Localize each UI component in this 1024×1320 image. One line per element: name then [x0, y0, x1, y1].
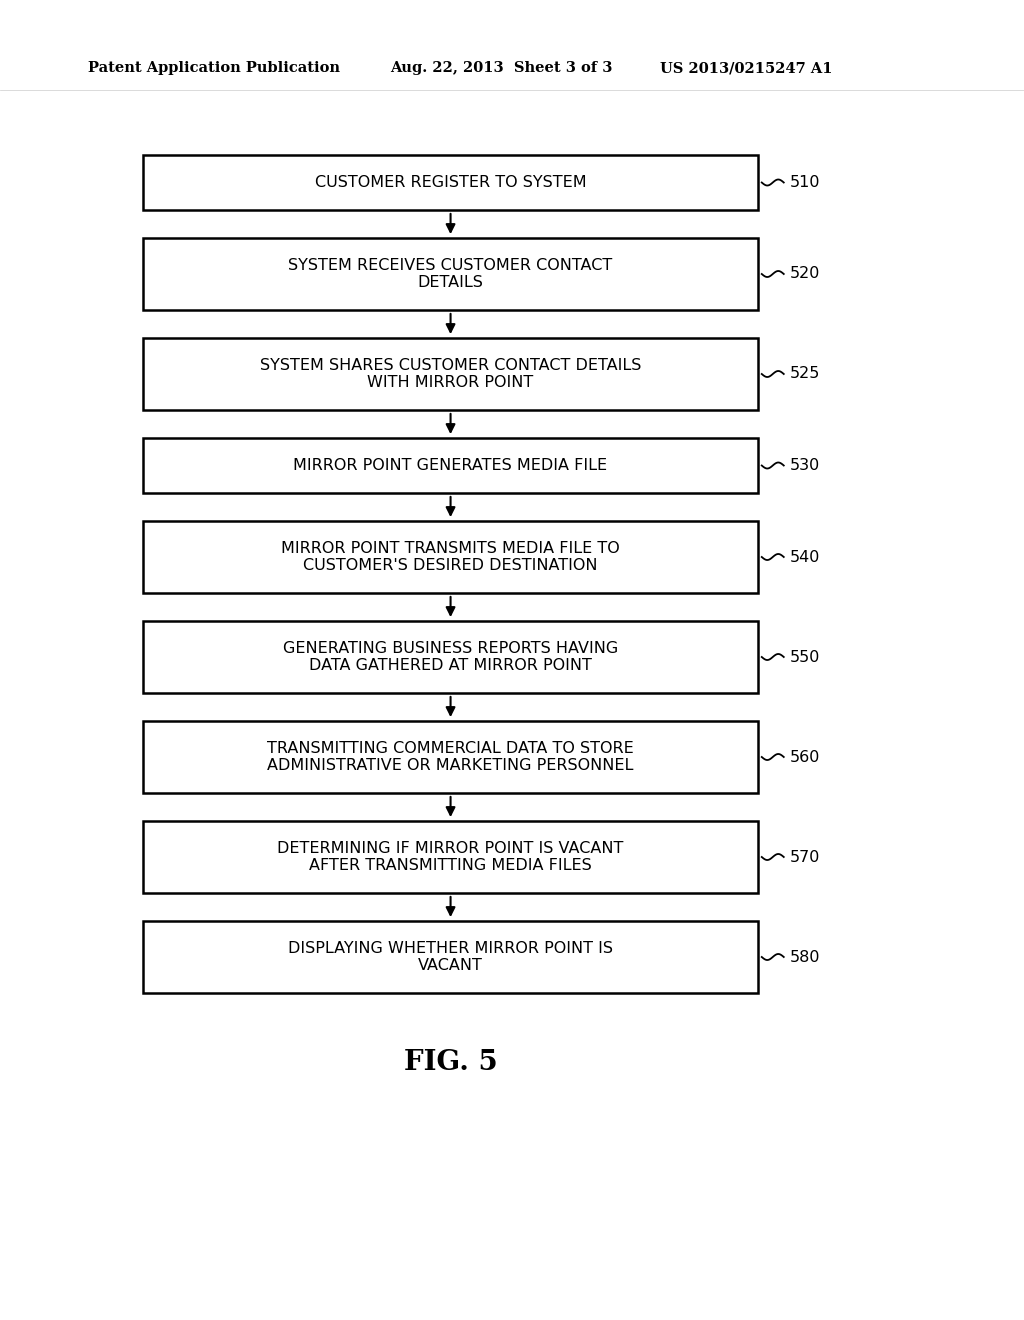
Text: 550: 550: [790, 649, 820, 664]
Text: 520: 520: [790, 267, 820, 281]
Bar: [143, 521, 758, 593]
Bar: [143, 438, 758, 492]
Text: GENERATING BUSINESS REPORTS HAVING
DATA GATHERED AT MIRROR POINT: GENERATING BUSINESS REPORTS HAVING DATA …: [283, 640, 618, 673]
Text: DISPLAYING WHETHER MIRROR POINT IS
VACANT: DISPLAYING WHETHER MIRROR POINT IS VACAN…: [288, 941, 613, 973]
Text: Patent Application Publication: Patent Application Publication: [88, 61, 340, 75]
Bar: [143, 620, 758, 693]
Bar: [143, 921, 758, 993]
Text: FIG. 5: FIG. 5: [403, 1049, 498, 1077]
Text: SYSTEM SHARES CUSTOMER CONTACT DETAILS
WITH MIRROR POINT: SYSTEM SHARES CUSTOMER CONTACT DETAILS W…: [260, 358, 641, 391]
Text: MIRROR POINT TRANSMITS MEDIA FILE TO
CUSTOMER'S DESIRED DESTINATION: MIRROR POINT TRANSMITS MEDIA FILE TO CUS…: [282, 541, 620, 573]
Text: 525: 525: [790, 367, 820, 381]
Text: 530: 530: [790, 458, 820, 473]
Bar: [143, 238, 758, 310]
Bar: [143, 338, 758, 411]
Text: TRANSMITTING COMMERCIAL DATA TO STORE
ADMINISTRATIVE OR MARKETING PERSONNEL: TRANSMITTING COMMERCIAL DATA TO STORE AD…: [267, 741, 634, 774]
Text: Aug. 22, 2013  Sheet 3 of 3: Aug. 22, 2013 Sheet 3 of 3: [390, 61, 612, 75]
Text: US 2013/0215247 A1: US 2013/0215247 A1: [660, 61, 833, 75]
Text: DETERMINING IF MIRROR POINT IS VACANT
AFTER TRANSMITTING MEDIA FILES: DETERMINING IF MIRROR POINT IS VACANT AF…: [278, 841, 624, 874]
Bar: [143, 821, 758, 894]
Text: MIRROR POINT GENERATES MEDIA FILE: MIRROR POINT GENERATES MEDIA FILE: [294, 458, 607, 473]
Bar: [143, 721, 758, 793]
Text: 510: 510: [790, 176, 820, 190]
Text: 580: 580: [790, 949, 820, 965]
Text: 560: 560: [790, 750, 820, 764]
Text: CUSTOMER REGISTER TO SYSTEM: CUSTOMER REGISTER TO SYSTEM: [314, 176, 587, 190]
Text: SYSTEM RECEIVES CUSTOMER CONTACT
DETAILS: SYSTEM RECEIVES CUSTOMER CONTACT DETAILS: [289, 257, 612, 290]
Text: 570: 570: [790, 850, 820, 865]
Text: 540: 540: [790, 549, 820, 565]
Bar: [143, 154, 758, 210]
